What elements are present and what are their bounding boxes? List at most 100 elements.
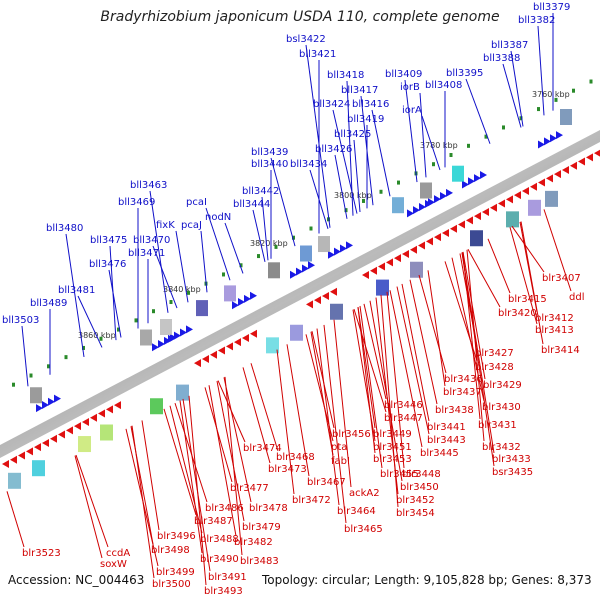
gene-label-forward[interactable]: bll3439 <box>251 147 288 158</box>
gene-label-forward[interactable]: bll3469 <box>118 197 155 208</box>
gene-label-reverse[interactable]: blr3437 <box>443 387 482 398</box>
gene-label-forward[interactable]: bll3480 <box>46 223 83 234</box>
gene-label-forward[interactable]: bll3425 <box>334 129 371 140</box>
gene-label-reverse[interactable]: blr3433 <box>492 454 531 465</box>
gene-label-reverse[interactable]: blr3454 <box>396 508 435 519</box>
gene-label-reverse[interactable]: blr3498 <box>151 545 190 556</box>
gene-label-reverse[interactable]: blr3453 <box>373 454 412 465</box>
gene-label-reverse[interactable]: blr3447 <box>384 413 423 424</box>
leader-line-reverse <box>216 380 245 522</box>
gene-label-forward[interactable]: bll3440 <box>251 159 288 170</box>
gene-label-forward[interactable]: bll3503 <box>2 315 39 326</box>
gene-label-forward[interactable]: bll3416 <box>352 99 389 110</box>
gene-label-forward[interactable]: pcaI <box>186 197 207 208</box>
gene-label-reverse[interactable]: blr3452 <box>396 495 435 506</box>
gene-label-forward[interactable]: bll3418 <box>327 70 364 81</box>
gene-label-reverse[interactable]: blr3414 <box>541 345 580 356</box>
gene-label-reverse[interactable]: blr3407 <box>542 273 581 284</box>
gene-label-reverse[interactable]: blr3478 <box>249 503 288 514</box>
gene-label-forward[interactable]: bll3424 <box>313 99 350 110</box>
gene-label-forward[interactable]: bll3442 <box>242 186 279 197</box>
gene-label-reverse[interactable]: blr3428 <box>475 362 514 373</box>
gene-label-reverse[interactable]: ccdA <box>106 548 130 559</box>
gene-label-reverse[interactable]: blr3473 <box>268 464 307 475</box>
gene-label-forward[interactable]: bll3419 <box>347 114 384 125</box>
gene-label-forward[interactable]: bll3395 <box>446 68 483 79</box>
gene-label-reverse[interactable]: pta <box>331 442 347 453</box>
gene-label-reverse[interactable]: blr3450 <box>400 482 439 493</box>
gene-label-reverse[interactable]: blr3490 <box>200 554 239 565</box>
gene-label-forward[interactable]: bll3388 <box>483 53 520 64</box>
gene-label-reverse[interactable]: blr3482 <box>234 537 273 548</box>
gene-label-reverse[interactable]: fabI <box>331 456 350 467</box>
gene-label-reverse[interactable]: blr3443 <box>427 435 466 446</box>
gene-label-reverse[interactable]: blr3441 <box>427 422 466 433</box>
gene-label-reverse[interactable]: blr3446 <box>384 400 423 411</box>
gene-label-reverse[interactable]: ddl <box>569 292 584 303</box>
gene-label-forward[interactable]: pcaJ <box>181 220 202 231</box>
gene-label-forward[interactable]: bll3444 <box>233 199 270 210</box>
gene-label-reverse[interactable]: blr3472 <box>292 495 331 506</box>
gene-label-reverse[interactable]: blr3429 <box>483 380 522 391</box>
gene-label-forward[interactable]: bll3382 <box>518 15 555 26</box>
gene-label-reverse[interactable]: blr3456 <box>332 429 371 440</box>
gene-label-forward[interactable]: bll3426 <box>315 144 352 155</box>
gene-label-reverse[interactable]: blr3412 <box>535 313 574 324</box>
gene-label-forward[interactable]: bll3379 <box>533 2 570 13</box>
gene-label-reverse[interactable]: ackA2 <box>349 488 380 499</box>
gene-label-reverse[interactable]: blr3464 <box>337 506 376 517</box>
gene-label-reverse[interactable]: blr3491 <box>208 572 247 583</box>
gene-label-reverse[interactable]: blr3500 <box>152 579 191 590</box>
gene-label-forward[interactable]: iorA <box>402 105 422 116</box>
gene-label-reverse[interactable]: blr3448 <box>402 469 441 480</box>
gene-label-reverse[interactable]: blr3477 <box>230 483 269 494</box>
gene-label-forward[interactable]: nodN <box>205 212 231 223</box>
gene-label-reverse[interactable]: blr3523 <box>22 548 61 559</box>
gene-label-reverse[interactable]: blr3445 <box>420 448 459 459</box>
gene-label-forward[interactable]: bsl3422 <box>286 34 326 45</box>
gene-label-reverse[interactable]: blr3474 <box>243 443 282 454</box>
gene-label-forward[interactable]: bll3417 <box>341 85 378 96</box>
gene-label-reverse[interactable]: soxW <box>100 559 127 570</box>
gene-label-forward[interactable]: bll3489 <box>30 298 67 309</box>
gene-label-reverse[interactable]: blr3420 <box>498 308 537 319</box>
gene-label-reverse[interactable]: blr3430 <box>482 402 521 413</box>
gene-label-reverse[interactable]: blr3451 <box>373 442 412 453</box>
gene-label-reverse[interactable]: bsr3435 <box>492 467 533 478</box>
reverse-gene-arrow <box>426 237 433 246</box>
gene-label-reverse[interactable]: blr3431 <box>478 420 517 431</box>
gene-label-reverse[interactable]: blr3449 <box>373 429 412 440</box>
gene-label-reverse[interactable]: blr3499 <box>156 567 195 578</box>
gene-label-forward[interactable]: fixK <box>156 220 175 231</box>
gene-label-reverse[interactable]: blr3486 <box>205 503 244 514</box>
gene-label-forward[interactable]: bll3476 <box>89 259 126 270</box>
gene-label-reverse[interactable]: blr3496 <box>157 531 196 542</box>
gene-label-reverse[interactable]: blr3479 <box>242 522 281 533</box>
gene-label-reverse[interactable]: blr3487 <box>194 516 233 527</box>
gene-label-forward[interactable]: bll3470 <box>133 235 170 246</box>
gene-label-reverse[interactable]: blr3493 <box>204 586 243 597</box>
gene-label-reverse[interactable]: blr3483 <box>240 556 279 567</box>
gene-label-reverse[interactable]: blr3465 <box>344 524 383 535</box>
gene-label-reverse[interactable]: blr3467 <box>307 477 346 488</box>
gene-label-forward[interactable]: bll3421 <box>299 49 336 60</box>
gene-label-reverse[interactable]: blr3413 <box>535 325 574 336</box>
gene-label-forward[interactable]: bll3409 <box>385 69 422 80</box>
gene-label-forward[interactable]: iorB <box>400 82 420 93</box>
reverse-leader-lines <box>6 209 572 586</box>
gene-label-forward[interactable]: bll3471 <box>128 248 165 259</box>
gene-label-reverse[interactable]: blr3427 <box>475 348 514 359</box>
gene-label-reverse[interactable]: blr3468 <box>276 452 315 463</box>
gene-label-forward[interactable]: bll3475 <box>90 235 127 246</box>
gene-label-reverse[interactable]: blr3488 <box>200 534 239 545</box>
gene-label-forward[interactable]: bll3408 <box>425 80 462 91</box>
gene-label-forward[interactable]: bll3387 <box>491 40 528 51</box>
gene-label-reverse[interactable]: blr3436 <box>444 374 483 385</box>
gene-label-reverse[interactable]: blr3438 <box>435 405 474 416</box>
gene-label-forward[interactable]: bll3481 <box>58 285 95 296</box>
gene-label-forward[interactable]: bll3463 <box>130 180 167 191</box>
gene-label-reverse[interactable]: blr3432 <box>482 442 521 453</box>
gene-label-forward[interactable]: bll3434 <box>290 159 327 170</box>
gene-label-reverse[interactable]: blr3455 <box>380 469 419 480</box>
gene-label-reverse[interactable]: blr3415 <box>508 294 547 305</box>
